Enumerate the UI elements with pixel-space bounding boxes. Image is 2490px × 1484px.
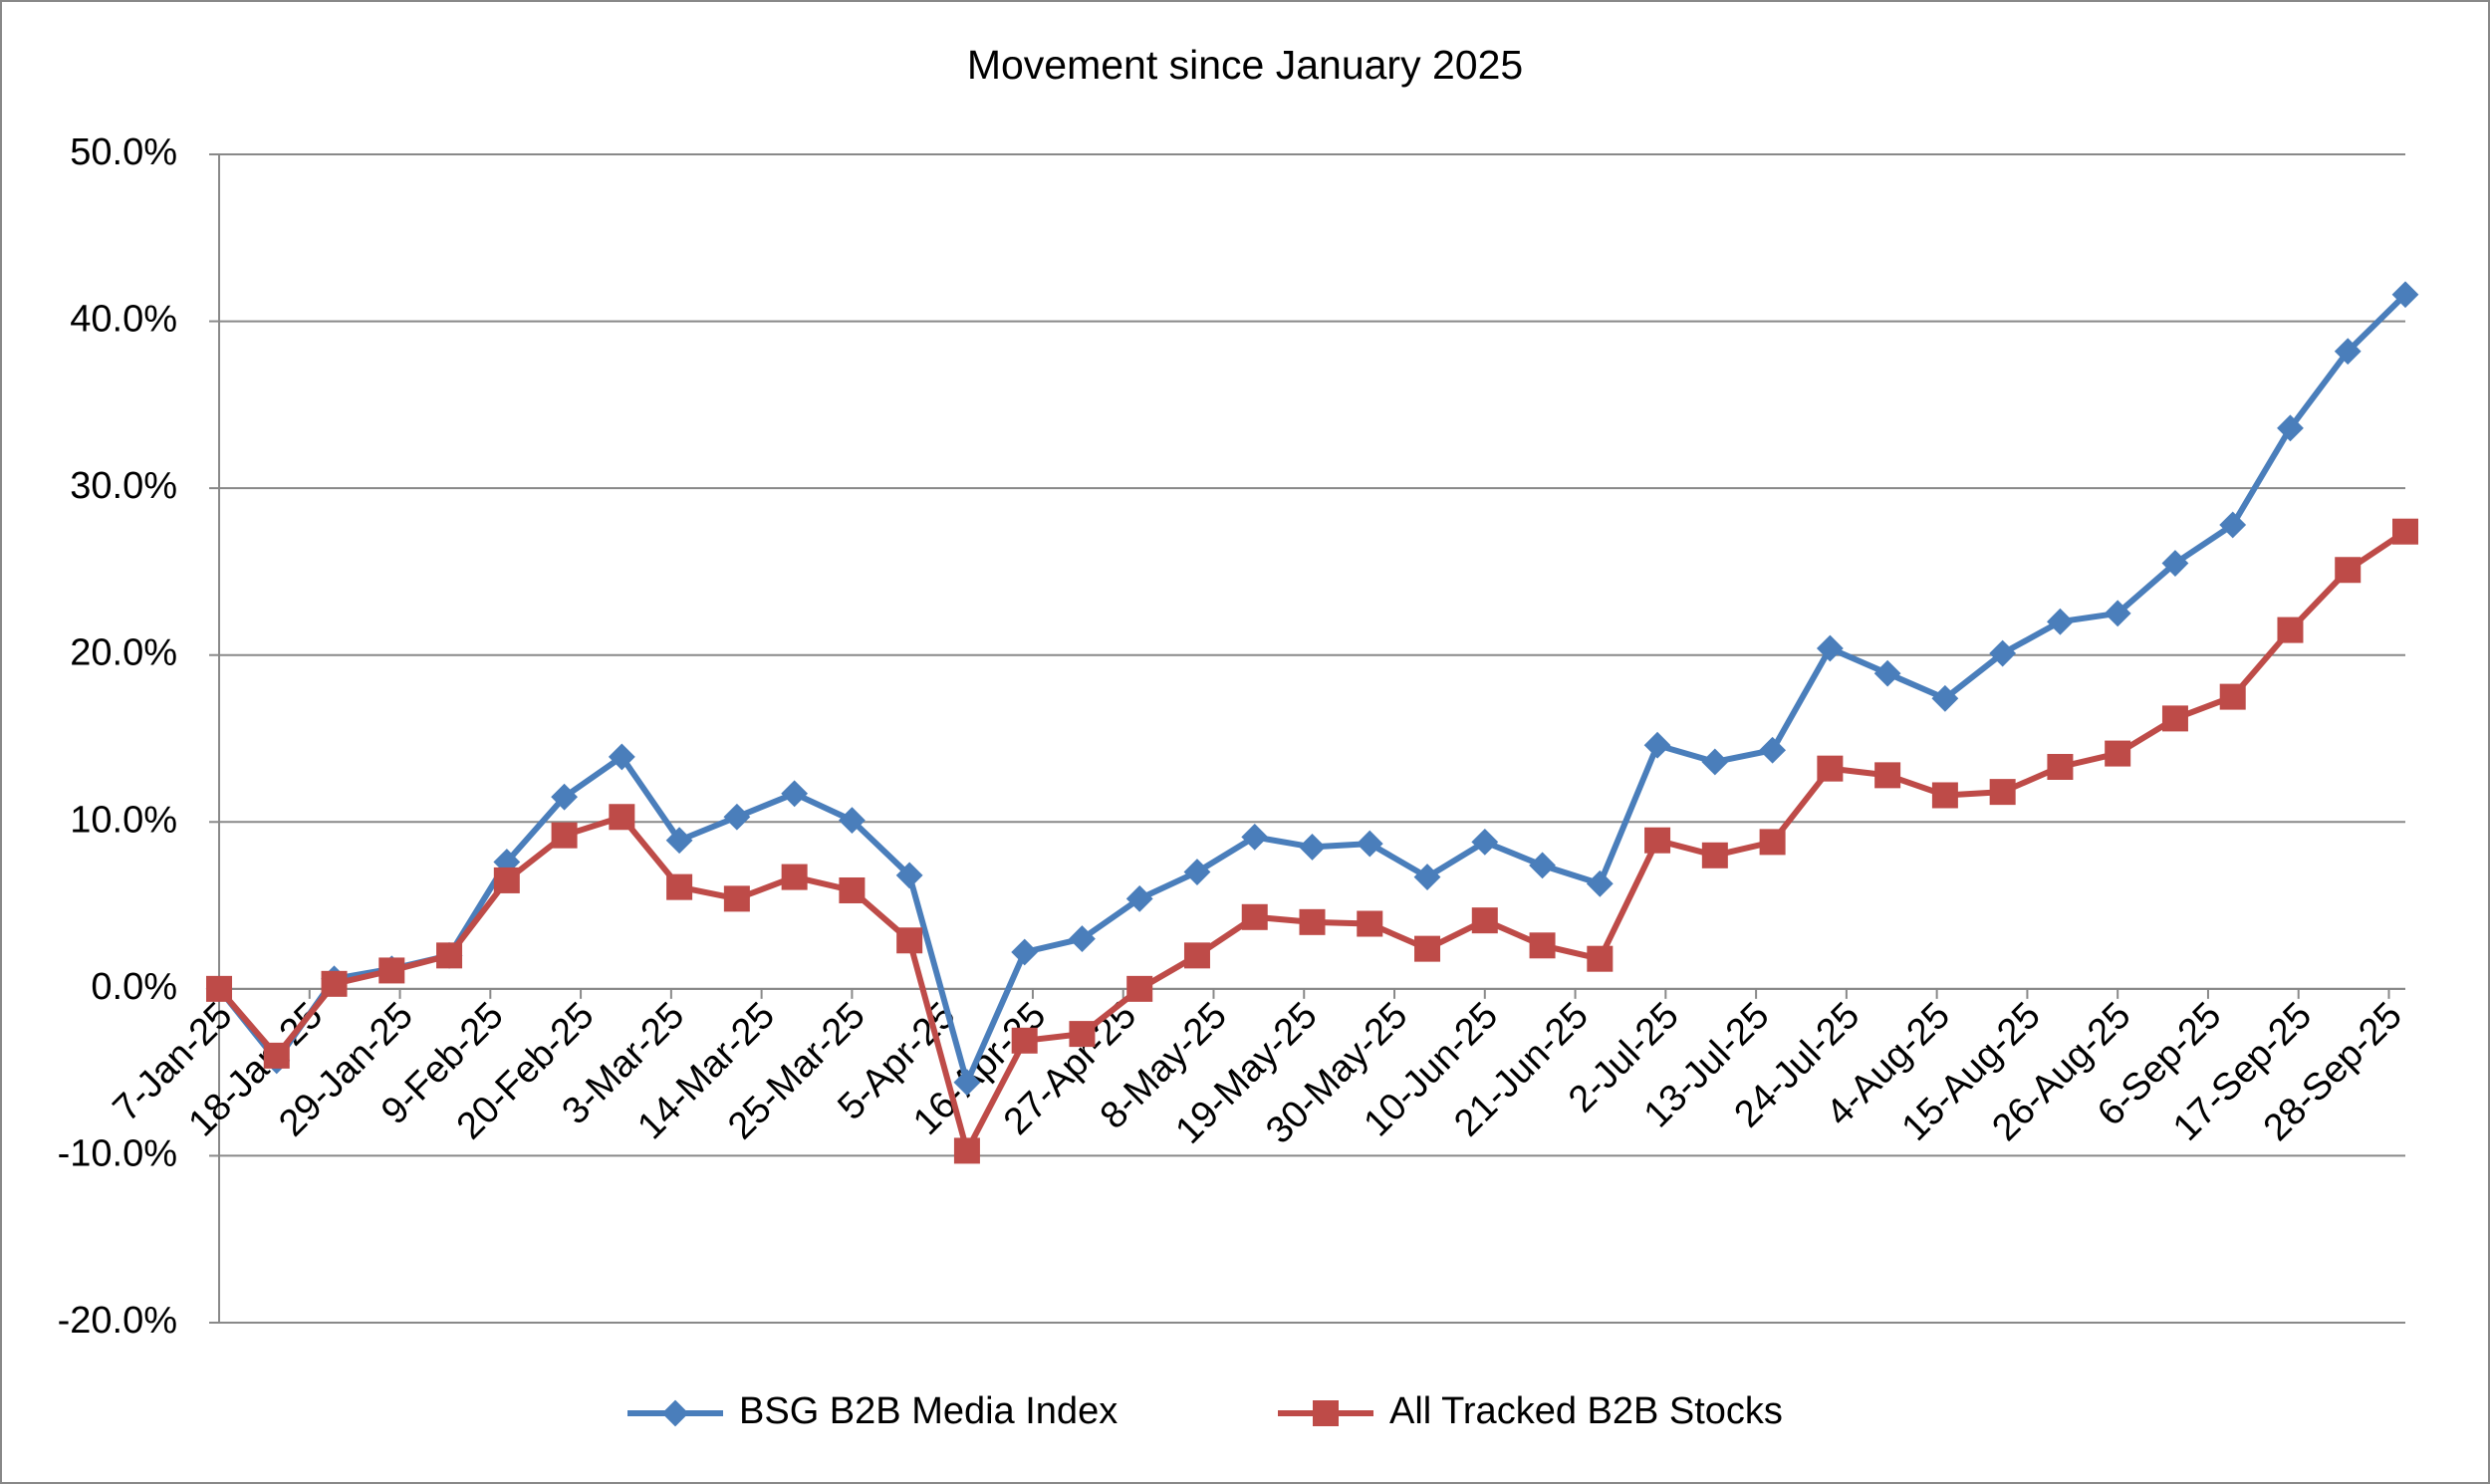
- data-point: [1069, 925, 1096, 952]
- chart-title: Movement since January 2025: [967, 42, 1523, 88]
- data-point: [2104, 600, 2131, 627]
- data-point: [1529, 852, 1556, 879]
- y-tick-label: 40.0%: [70, 299, 177, 341]
- data-point: [2161, 705, 2188, 732]
- data-point: [666, 873, 693, 900]
- data-point: [1126, 975, 1153, 1002]
- legend-label: All Tracked B2B Stocks: [1389, 1390, 1783, 1432]
- data-point: [2219, 511, 2247, 539]
- data-point: [551, 783, 578, 811]
- data-point: [1471, 828, 1499, 856]
- data-point: [1931, 782, 1958, 809]
- data-point: [665, 827, 693, 855]
- data-point: [1586, 869, 1614, 897]
- data-point: [1701, 748, 1729, 776]
- y-tick-label: 30.0%: [70, 465, 177, 507]
- data-point: [2047, 608, 2074, 635]
- data-point: [1873, 659, 1901, 687]
- data-point: [895, 862, 923, 889]
- data-point: [839, 876, 866, 903]
- data-point: [206, 975, 232, 1002]
- data-point: [896, 927, 923, 954]
- data-point: [1874, 762, 1901, 789]
- legend-marker: [1313, 1400, 1339, 1426]
- data-point: [953, 1137, 980, 1164]
- y-tick-label: 10.0%: [70, 799, 177, 841]
- data-point: [2335, 557, 2362, 584]
- data-point: [1759, 736, 1787, 764]
- data-point: [1011, 938, 1039, 966]
- data-point: [2277, 414, 2304, 442]
- legend-label: BSG B2B Media Index: [739, 1390, 1118, 1432]
- data-point: [1299, 908, 1326, 935]
- data-point: [781, 864, 808, 890]
- data-point: [1357, 910, 1383, 937]
- data-point: [2277, 617, 2304, 643]
- data-point: [1356, 830, 1383, 858]
- data-point: [838, 807, 866, 835]
- data-point: [378, 957, 405, 984]
- data-point: [1989, 779, 2016, 806]
- data-point: [1529, 932, 1556, 959]
- data-point: [263, 1042, 290, 1069]
- data-point: [608, 743, 635, 771]
- data-point: [436, 942, 463, 969]
- data-point: [1299, 834, 1326, 861]
- data-point: [2105, 740, 2131, 767]
- data-point: [2161, 550, 2189, 577]
- data-point: [321, 970, 348, 997]
- data-point: [1125, 884, 1153, 912]
- data-point: [1413, 864, 1441, 890]
- data-point: [1643, 731, 1671, 759]
- data-point: [1069, 1021, 1096, 1048]
- data-point: [1817, 755, 1844, 782]
- data-point: [2219, 683, 2246, 710]
- data-point: [1816, 634, 1844, 662]
- y-tick-label: -10.0%: [58, 1132, 177, 1174]
- data-point: [1011, 1027, 1038, 1054]
- data-point: [2391, 281, 2419, 309]
- data-point: [723, 885, 750, 912]
- data-point: [1931, 684, 1959, 712]
- data-point: [609, 804, 635, 831]
- data-point: [1471, 907, 1498, 934]
- data-point: [1414, 935, 1441, 962]
- data-point: [2047, 753, 2074, 780]
- data-point: [1701, 842, 1728, 868]
- data-point: [1989, 639, 2017, 667]
- data-point: [1241, 903, 1268, 930]
- data-point: [551, 822, 578, 849]
- data-point: [1587, 945, 1614, 972]
- y-tick-label: 0.0%: [91, 966, 177, 1008]
- y-tick-label: 20.0%: [70, 632, 177, 674]
- data-point: [1759, 829, 1786, 856]
- data-point: [1241, 823, 1269, 851]
- data-point: [493, 866, 520, 893]
- y-tick-label: -20.0%: [58, 1300, 177, 1342]
- legend-marker: [661, 1399, 689, 1427]
- data-point: [781, 780, 809, 808]
- data-point: [1183, 859, 1211, 885]
- data-point: [723, 803, 751, 831]
- data-point: [953, 1069, 981, 1097]
- data-point: [1183, 942, 1210, 969]
- y-tick-label: 50.0%: [70, 131, 177, 173]
- data-point: [1644, 827, 1671, 854]
- data-point: [2392, 518, 2418, 545]
- data-point: [2334, 338, 2362, 366]
